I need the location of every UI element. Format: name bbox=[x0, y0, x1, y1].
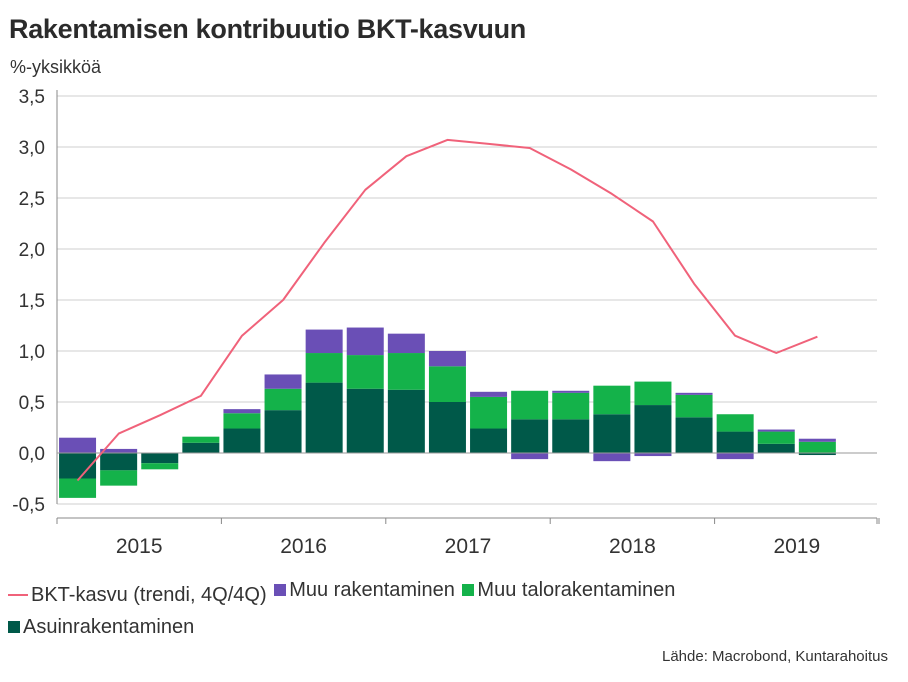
bar-muu-rakentaminen bbox=[346, 327, 384, 356]
bar-muu-talorakentaminen bbox=[552, 392, 590, 420]
x-tick-labels: 2015 2016 2017 2018 2019 bbox=[116, 535, 820, 558]
bar-asuinrakentaminen bbox=[182, 442, 220, 453]
bar-muu-rakentaminen bbox=[757, 429, 795, 432]
bar-muu-rakentaminen bbox=[223, 409, 261, 414]
bar-asuinrakentaminen bbox=[552, 419, 590, 453]
bar-asuinrakentaminen bbox=[798, 453, 836, 456]
x-tick-label: 2018 bbox=[609, 535, 656, 558]
bar-muu-talorakentaminen bbox=[346, 355, 384, 389]
bar-muu-talorakentaminen bbox=[141, 463, 179, 470]
chart-title: Rakentamisen kontribuutio BKT-kasvuun bbox=[9, 14, 526, 44]
bar-asuinrakentaminen bbox=[593, 414, 631, 453]
bar-asuinrakentaminen bbox=[100, 453, 138, 471]
bar-muu-talorakentaminen bbox=[305, 353, 343, 383]
bar-muu-rakentaminen bbox=[387, 333, 425, 354]
bar-asuinrakentaminen bbox=[346, 388, 384, 453]
legend-label: Muu rakentaminen bbox=[289, 578, 455, 601]
bar-muu-rakentaminen bbox=[305, 329, 343, 354]
y-tick-label: 2,5 bbox=[19, 189, 45, 210]
y-tick-label: -0,5 bbox=[12, 495, 45, 516]
bar-muu-talorakentaminen bbox=[264, 388, 302, 411]
y-tick-label: 2,0 bbox=[19, 240, 45, 261]
bar-muu-talorakentaminen bbox=[511, 390, 549, 420]
legend: BKT-kasvu (trendi, 4Q/4Q) Muu rakentamin… bbox=[8, 574, 878, 643]
bar-muu-rakentaminen bbox=[59, 437, 97, 453]
bar-muu-talorakentaminen bbox=[798, 441, 836, 453]
bar-muu-talorakentaminen bbox=[634, 381, 672, 406]
y-tick-label: 0,0 bbox=[19, 444, 45, 465]
bar-asuinrakentaminen bbox=[428, 402, 466, 453]
bar-muu-rakentaminen bbox=[511, 453, 549, 460]
bar-muu-talorakentaminen bbox=[387, 353, 425, 390]
bar-muu-talorakentaminen bbox=[675, 394, 713, 418]
bar-asuinrakentaminen bbox=[305, 382, 343, 453]
legend-box-swatch bbox=[462, 584, 475, 596]
gridlines bbox=[57, 95, 877, 505]
legend-label: Muu talorakentaminen bbox=[477, 578, 676, 601]
bar-muu-talorakentaminen bbox=[593, 385, 631, 415]
y-tick-label: 0,5 bbox=[19, 393, 45, 414]
bar-asuinrakentaminen bbox=[716, 431, 754, 453]
bar-muu-talorakentaminen bbox=[470, 396, 508, 429]
bar-muu-talorakentaminen bbox=[757, 431, 795, 444]
bar-stacks bbox=[59, 327, 836, 498]
legend-item-muu-rakentaminen: Muu rakentaminen bbox=[274, 574, 455, 606]
bar-asuinrakentaminen bbox=[141, 453, 179, 464]
x-tick-label: 2015 bbox=[116, 535, 163, 558]
axes bbox=[56, 90, 880, 524]
bar-asuinrakentaminen bbox=[264, 410, 302, 453]
y-tick-label: 3,0 bbox=[19, 138, 45, 159]
legend-item-bkt-kasvu: BKT-kasvu (trendi, 4Q/4Q) bbox=[8, 579, 267, 611]
bar-asuinrakentaminen bbox=[387, 389, 425, 453]
legend-box-swatch bbox=[274, 584, 287, 596]
bar-muu-rakentaminen bbox=[552, 390, 590, 393]
bar-asuinrakentaminen bbox=[511, 419, 549, 453]
x-tick-label: 2017 bbox=[445, 535, 492, 558]
bar-muu-talorakentaminen bbox=[182, 436, 220, 443]
bar-muu-rakentaminen bbox=[675, 392, 713, 395]
x-tick-label: 2019 bbox=[773, 535, 820, 558]
bar-muu-rakentaminen bbox=[100, 448, 138, 453]
bar-asuinrakentaminen bbox=[223, 428, 261, 453]
bar-muu-rakentaminen bbox=[716, 453, 754, 460]
legend-label: BKT-kasvu (trendi, 4Q/4Q) bbox=[31, 583, 267, 606]
y-axis-unit-label: %-yksikköä bbox=[10, 57, 102, 77]
bar-muu-talorakentaminen bbox=[100, 470, 138, 486]
gdp-line-series bbox=[76, 138, 818, 482]
bar-muu-talorakentaminen bbox=[428, 366, 466, 402]
source-note: Lähde: Macrobond, Kuntarahoitus bbox=[662, 648, 888, 665]
bar-asuinrakentaminen bbox=[470, 428, 508, 453]
gdp-growth-line bbox=[76, 138, 818, 482]
bar-muu-rakentaminen bbox=[593, 453, 631, 462]
legend-line-swatch bbox=[8, 594, 28, 596]
bar-muu-rakentaminen bbox=[798, 438, 836, 442]
y-tick-labels: 3,5 3,0 2,5 2,0 1,5 1,0 0,5 0,0 -0,5 bbox=[12, 87, 45, 516]
bar-muu-talorakentaminen bbox=[716, 414, 754, 432]
y-tick-label: 3,5 bbox=[19, 87, 45, 108]
bar-asuinrakentaminen bbox=[634, 405, 672, 453]
x-tick-label: 2016 bbox=[280, 535, 327, 558]
bar-muu-talorakentaminen bbox=[59, 478, 97, 498]
bar-muu-rakentaminen bbox=[428, 351, 466, 367]
bar-muu-rakentaminen bbox=[264, 374, 302, 389]
y-tick-label: 1,0 bbox=[19, 342, 45, 363]
bar-muu-rakentaminen bbox=[470, 391, 508, 397]
bar-asuinrakentaminen bbox=[675, 417, 713, 453]
legend-item-muu-talorakentaminen: Muu talorakentaminen bbox=[462, 574, 675, 606]
legend-label: Asuinrakentaminen bbox=[23, 615, 195, 638]
bar-muu-rakentaminen bbox=[634, 453, 672, 457]
y-tick-label: 1,5 bbox=[19, 291, 45, 312]
bar-asuinrakentaminen bbox=[757, 443, 795, 453]
legend-item-asuinrakentaminen: Asuinrakentaminen bbox=[8, 611, 194, 643]
bar-muu-talorakentaminen bbox=[223, 413, 261, 429]
legend-box-swatch bbox=[8, 621, 20, 633]
